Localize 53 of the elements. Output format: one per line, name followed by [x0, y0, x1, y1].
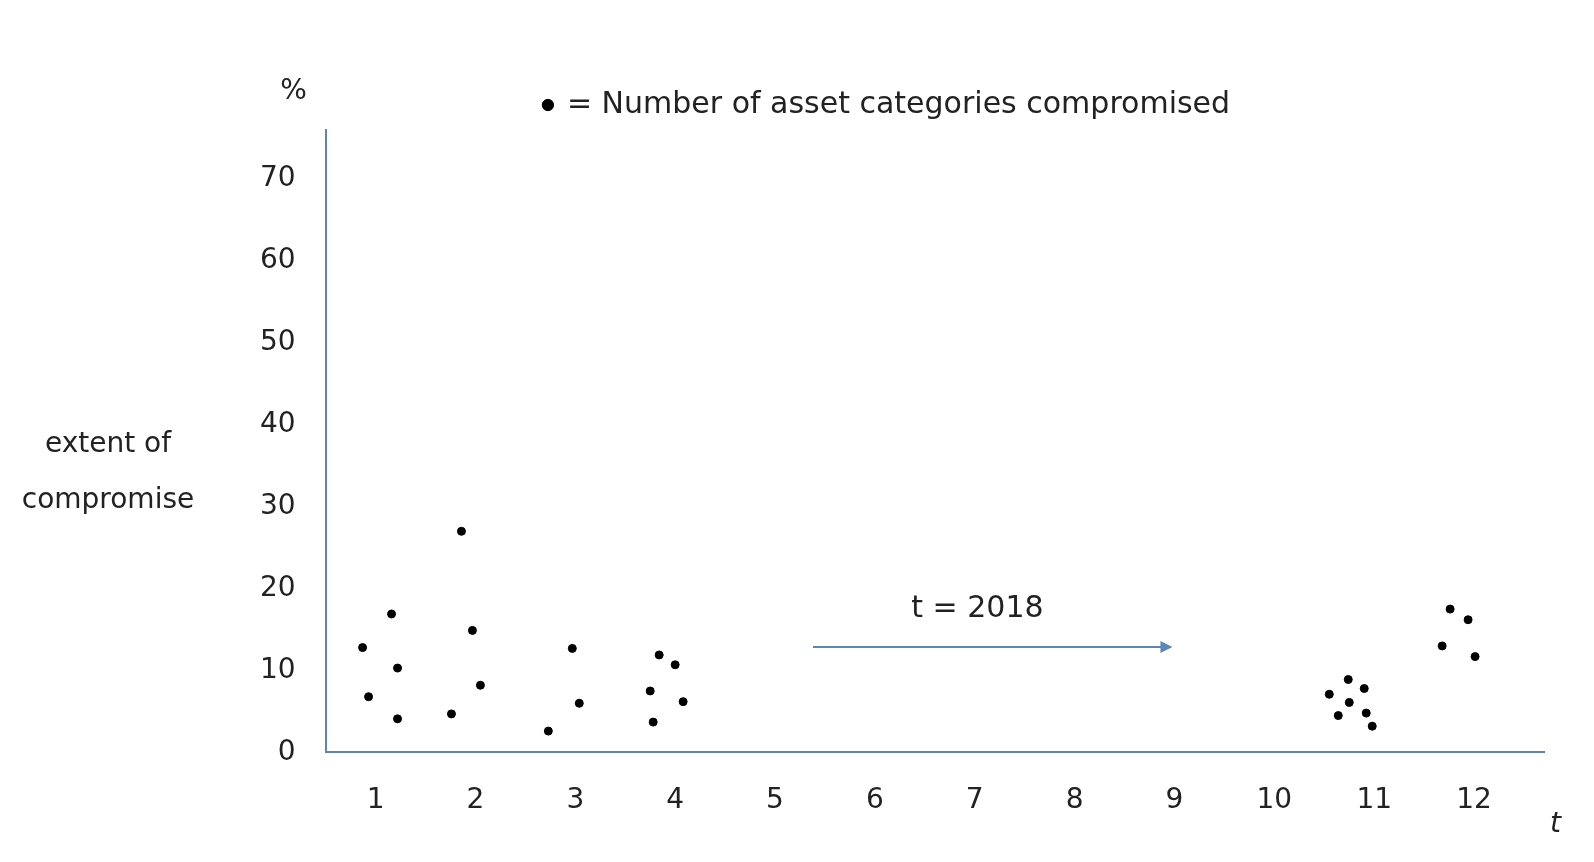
- x-tick-label: 8: [1065, 782, 1084, 816]
- point: [1367, 721, 1377, 731]
- x-tick-label: 7: [965, 782, 984, 816]
- x-tick-label: 10: [1256, 782, 1293, 816]
- point: [543, 726, 553, 736]
- x-tick-label: 9: [1165, 782, 1184, 816]
- point: [1333, 711, 1343, 721]
- annotation: t = 2018: [911, 589, 1044, 625]
- point: [364, 692, 374, 702]
- point: [393, 714, 403, 724]
- point: [393, 663, 403, 673]
- x-tick-label: 6: [865, 782, 884, 816]
- point: [567, 643, 577, 653]
- legend-label: = Number of asset categories compromised: [566, 84, 1231, 120]
- point: [1463, 615, 1473, 625]
- point: [645, 686, 655, 696]
- y-tick-label: 40: [259, 406, 296, 440]
- point: [648, 717, 658, 727]
- point: [1343, 675, 1353, 685]
- y-tick-label: 10: [259, 651, 296, 685]
- point: [670, 660, 680, 670]
- text: %: [280, 73, 307, 107]
- point: [446, 709, 456, 719]
- y-tick-label: 20: [259, 569, 296, 603]
- point: [1324, 689, 1334, 699]
- point: [387, 609, 397, 619]
- x-axis-title: t: [1550, 805, 1562, 839]
- y-tick-label: 50: [259, 324, 296, 358]
- y-tick-label: 70: [259, 160, 296, 194]
- point: [1344, 697, 1354, 707]
- x-tick-label: 3: [566, 782, 585, 816]
- point: [678, 697, 688, 707]
- x-tick-label: 2: [466, 782, 485, 816]
- point: [1361, 708, 1371, 718]
- x-tick-label: 5: [766, 782, 784, 816]
- point: [475, 680, 485, 690]
- x-tick-label: 12: [1456, 782, 1492, 816]
- point: [456, 526, 466, 536]
- point: [1437, 641, 1447, 651]
- x-tick-label: 1: [366, 782, 385, 816]
- y-tick-label: 60: [259, 242, 296, 276]
- point: [574, 698, 584, 708]
- x-tick-label: 11: [1356, 782, 1393, 816]
- y-tick-label: 30: [259, 488, 296, 521]
- point: [467, 625, 477, 635]
- point: [1470, 652, 1480, 662]
- y-axis-title: extent of compromise: [21, 425, 195, 515]
- y-tick-label: 0: [277, 733, 296, 767]
- point: [1445, 604, 1455, 614]
- point: [654, 650, 664, 660]
- point: [358, 643, 368, 653]
- point: [1359, 684, 1369, 694]
- x-tick-label: 4: [666, 782, 685, 816]
